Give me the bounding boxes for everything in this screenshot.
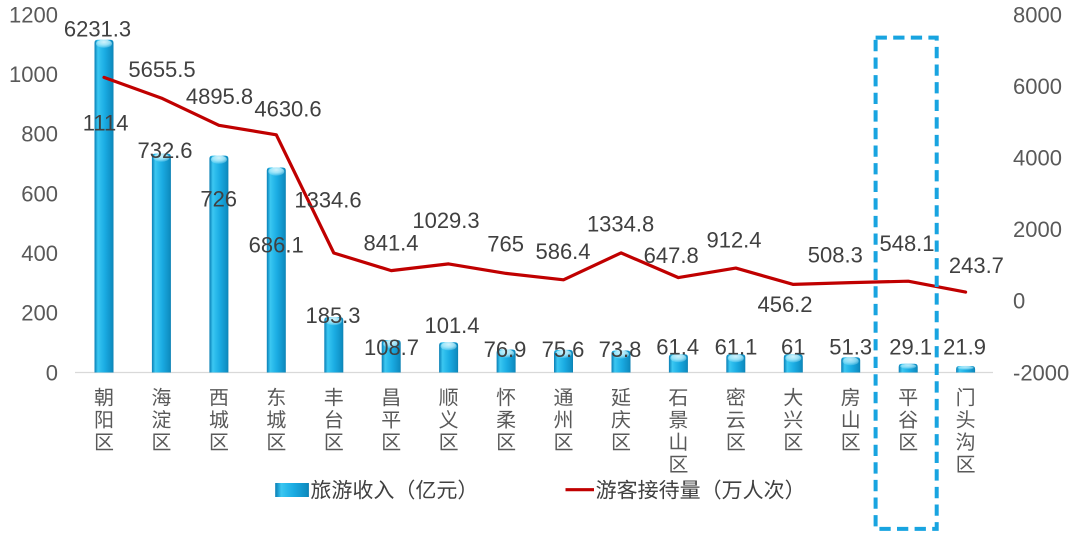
svg-text:686.1: 686.1 bbox=[249, 232, 304, 257]
svg-text:1000: 1000 bbox=[9, 62, 58, 87]
svg-text:1334.8: 1334.8 bbox=[587, 212, 654, 237]
svg-text:6231.3: 6231.3 bbox=[64, 17, 131, 42]
svg-text:0: 0 bbox=[1013, 289, 1025, 314]
svg-text:1029.3: 1029.3 bbox=[412, 208, 479, 233]
svg-text:456.2: 456.2 bbox=[757, 292, 812, 317]
svg-text:101.4: 101.4 bbox=[424, 313, 479, 338]
svg-text:4630.6: 4630.6 bbox=[254, 97, 321, 122]
svg-text:61.1: 61.1 bbox=[715, 334, 758, 359]
svg-text:600: 600 bbox=[21, 181, 58, 206]
svg-text:75.6: 75.6 bbox=[542, 337, 585, 362]
svg-text:647.8: 647.8 bbox=[644, 243, 699, 268]
svg-text:0: 0 bbox=[46, 360, 58, 385]
svg-text:51.3: 51.3 bbox=[829, 334, 872, 359]
svg-text:185.3: 185.3 bbox=[305, 303, 360, 328]
svg-text:5655.5: 5655.5 bbox=[128, 57, 195, 82]
svg-text:912.4: 912.4 bbox=[706, 227, 761, 252]
svg-text:4000: 4000 bbox=[1013, 146, 1062, 171]
svg-text:1200: 1200 bbox=[9, 2, 58, 27]
svg-text:200: 200 bbox=[21, 301, 58, 326]
svg-text:726: 726 bbox=[200, 187, 237, 212]
svg-text:108.7: 108.7 bbox=[364, 335, 419, 360]
svg-text:2000: 2000 bbox=[1013, 217, 1062, 242]
svg-text:841.4: 841.4 bbox=[363, 230, 418, 255]
svg-text:4895.8: 4895.8 bbox=[186, 84, 253, 109]
svg-text:800: 800 bbox=[21, 122, 58, 147]
svg-text:732.6: 732.6 bbox=[137, 138, 192, 163]
svg-text:6000: 6000 bbox=[1013, 74, 1062, 99]
svg-text:61: 61 bbox=[781, 334, 805, 359]
svg-text:8000: 8000 bbox=[1013, 2, 1062, 27]
svg-text:508.3: 508.3 bbox=[808, 242, 863, 267]
svg-text:400: 400 bbox=[21, 241, 58, 266]
svg-text:548.1: 548.1 bbox=[879, 231, 934, 256]
svg-text:1114: 1114 bbox=[83, 110, 129, 135]
svg-text:76.9: 76.9 bbox=[484, 337, 527, 362]
svg-text:21.9: 21.9 bbox=[943, 334, 986, 359]
svg-text:586.4: 586.4 bbox=[535, 239, 590, 264]
svg-text:1334.6: 1334.6 bbox=[294, 187, 361, 212]
svg-text:243.7: 243.7 bbox=[949, 253, 1004, 278]
svg-text:-2000: -2000 bbox=[1013, 360, 1069, 385]
svg-text:29.1: 29.1 bbox=[889, 334, 932, 359]
svg-text:765: 765 bbox=[487, 232, 524, 257]
svg-text:73.8: 73.8 bbox=[599, 337, 642, 362]
svg-text:61.4: 61.4 bbox=[656, 334, 699, 359]
